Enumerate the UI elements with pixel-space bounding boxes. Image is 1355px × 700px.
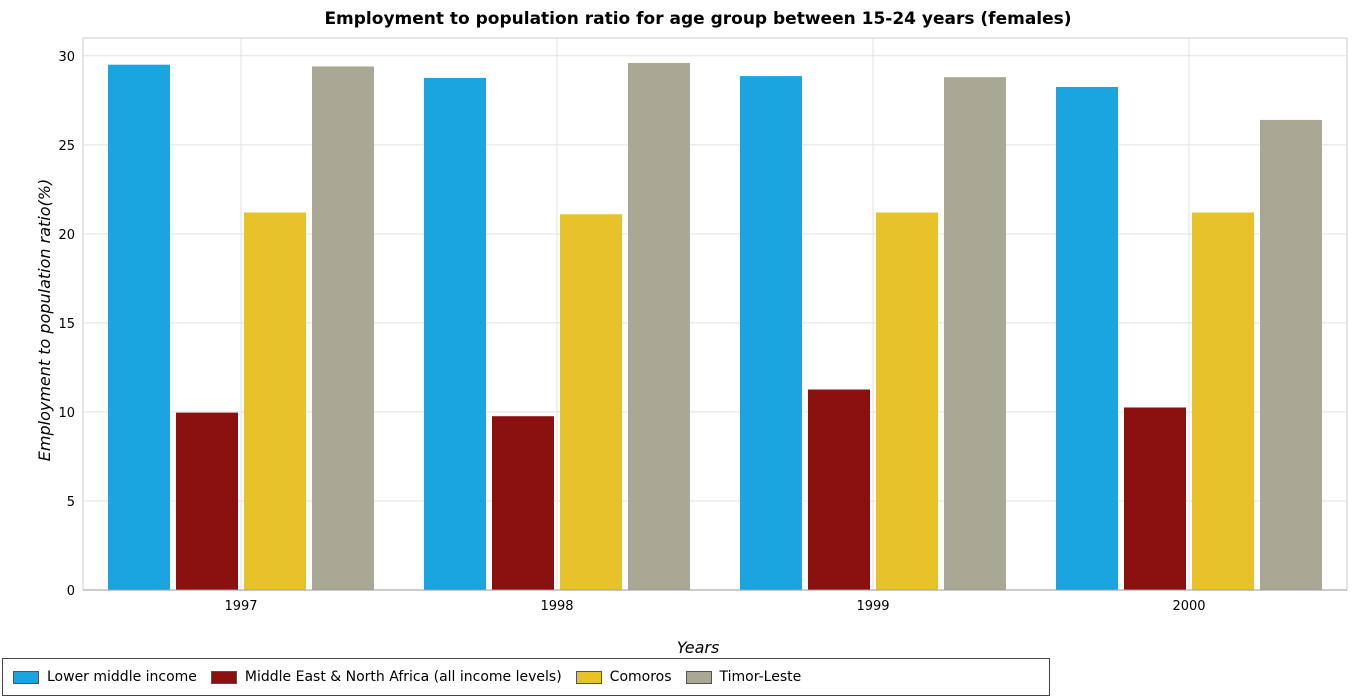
x-tick-label: 1997 [224, 599, 257, 614]
bar [944, 77, 1006, 590]
y-tick-label: 0 [67, 584, 75, 599]
bar [560, 214, 622, 590]
y-tick-label: 25 [58, 139, 75, 154]
x-tick-label: 2000 [1172, 599, 1205, 614]
bar [108, 64, 170, 591]
bar [876, 212, 938, 590]
legend-swatch [13, 670, 39, 684]
bar [1056, 86, 1118, 590]
y-tick-label: 30 [58, 50, 75, 65]
bar [740, 76, 802, 590]
x-axis-label: Years [677, 638, 720, 657]
y-axis-label: Employment to population ratio(%) [35, 179, 54, 461]
legend-label: Timor-Leste [719, 669, 802, 685]
bar [176, 412, 238, 590]
legend-swatch [685, 670, 712, 684]
y-tick-label: 15 [58, 317, 75, 332]
legend-label: Comoros [609, 669, 672, 685]
bar [628, 62, 690, 591]
x-tick-label: 1999 [856, 599, 889, 614]
legend-label: Lower middle income [47, 669, 197, 685]
legend-swatch [575, 670, 602, 684]
y-tick-label: 20 [58, 228, 75, 243]
bar [424, 77, 486, 590]
bar [244, 212, 306, 590]
legend-item-comoros: Comoros [575, 669, 672, 685]
bar [312, 66, 374, 590]
bar [492, 416, 554, 590]
legend-item-lower-middle-income: Lower middle income [13, 669, 197, 685]
legend-item-timor-leste: Timor-Leste [685, 669, 802, 685]
bar [1192, 212, 1254, 590]
legend-swatch [210, 670, 237, 684]
bar [1124, 407, 1186, 590]
legend-item-mena: Middle East & North Africa (all income l… [210, 669, 562, 685]
legend-label: Middle East & North Africa (all income l… [244, 669, 562, 685]
bar [1260, 119, 1322, 591]
y-tick-label: 5 [67, 495, 75, 510]
legend: Lower middle income Middle East & North … [2, 658, 1050, 696]
chart-title: Employment to population ratio for age g… [324, 9, 1071, 29]
y-tick-label: 10 [58, 406, 75, 421]
x-tick-label: 1998 [540, 599, 573, 614]
bar [808, 389, 870, 590]
